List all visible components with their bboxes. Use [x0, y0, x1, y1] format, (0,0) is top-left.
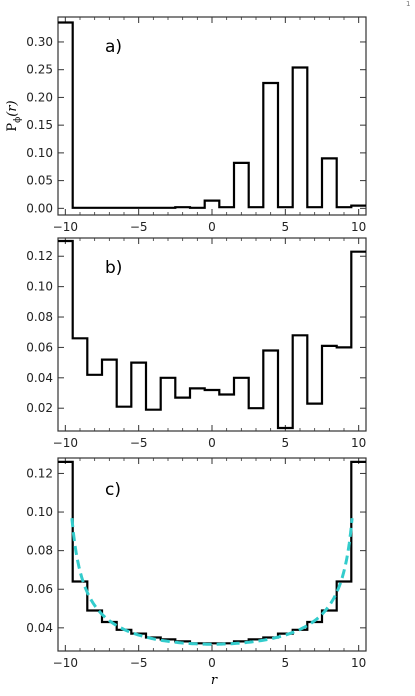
y-tick-label: 0.08: [26, 544, 53, 558]
x-tick-label: 0: [208, 436, 216, 450]
panel-c: −10 −5 0 5 10 0.04 0.06 0.08 0.10 0.12 c) r: [26, 457, 367, 688]
x-tick-label: −5: [130, 656, 148, 670]
y-tick-label: 0.04: [26, 371, 53, 385]
panel-label: b): [105, 258, 122, 278]
x-axis-title: r: [211, 673, 218, 688]
panel-a: −10 −5 0 5 10 0.00 0.05 0.10 0.15 0.20 0.25 0.30 a) P…: [5, 16, 367, 234]
x-tick-label: 5: [282, 436, 290, 450]
y-tick-label: 0.30: [26, 35, 53, 49]
y-tick-label: 0.15: [26, 118, 53, 132]
x-tick-label: 5: [282, 656, 290, 670]
histogram-series: [58, 21, 366, 209]
x-tick-label: 0: [208, 656, 216, 670]
panel-label: a): [105, 37, 122, 57]
y-tick-label: 0.10: [26, 280, 53, 294]
x-tick-label: −5: [130, 436, 148, 450]
y-axis-title-arg: (r): [5, 100, 20, 116]
y-tick-label: 0.12: [26, 249, 53, 263]
y-axis-title-main: P: [5, 123, 20, 132]
fit-curve: [70, 518, 354, 646]
y-tick-label: 0.10: [26, 505, 53, 519]
x-tick-label: 0: [208, 220, 216, 234]
y-tick-label: 0.10: [26, 146, 53, 160]
y-tick-label: 0.25: [26, 63, 53, 77]
x-tick-label: −5: [130, 220, 148, 234]
y-tick-label: 0.02: [26, 401, 53, 415]
panel-b: −10 −5 0 5 10 0.02 0.04 0.06 0.08 0.10 0.12 b): [26, 237, 367, 450]
x-tick-label: 10: [351, 656, 366, 670]
y-tick-label: 0.04: [26, 621, 53, 635]
y-tick-label: 0.05: [26, 174, 53, 188]
x-tick-label: −10: [53, 220, 78, 234]
x-tick-label: 10: [351, 220, 366, 234]
x-tick-label: −10: [53, 436, 78, 450]
x-tick-label: 10: [351, 436, 366, 450]
y-axis-title-sub: ϕ: [13, 117, 23, 123]
y-tick-label: 0.06: [26, 340, 53, 354]
x-tick-label: 5: [282, 220, 290, 234]
panel-label: c): [105, 480, 121, 500]
y-tick-label: 0.12: [26, 466, 53, 480]
histogram-series: [58, 239, 366, 430]
y-tick-label: 0.08: [26, 310, 53, 324]
y-axis-title: Pϕ(r): [5, 100, 23, 131]
x-tick-label: −10: [53, 656, 78, 670]
y-tick-label: 0.00: [26, 201, 53, 215]
y-tick-label: 0.20: [26, 90, 53, 104]
y-tick-label: 0.06: [26, 582, 53, 596]
page-number: 1: [406, 0, 410, 8]
